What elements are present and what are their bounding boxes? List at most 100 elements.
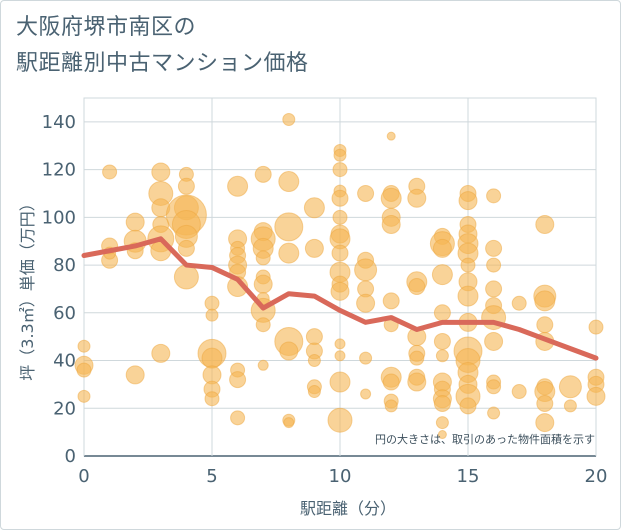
data-bubble bbox=[380, 187, 402, 209]
data-bubble bbox=[435, 349, 449, 363]
x-axis-label: 駅距離（分） bbox=[300, 499, 396, 518]
x-tick-label: 15 bbox=[457, 466, 480, 487]
y-tick-label: 20 bbox=[53, 398, 76, 419]
y-tick-label: 0 bbox=[65, 446, 76, 467]
data-bubble bbox=[511, 295, 527, 311]
x-tick-label: 10 bbox=[329, 466, 352, 487]
data-bubble bbox=[407, 188, 427, 208]
data-bubble bbox=[254, 165, 272, 183]
data-bubble bbox=[386, 131, 396, 141]
data-bubble bbox=[255, 250, 271, 266]
data-bubble bbox=[125, 365, 145, 385]
data-bubble bbox=[177, 239, 195, 257]
data-bubble bbox=[485, 280, 503, 298]
data-bubble bbox=[382, 373, 400, 391]
data-bubble bbox=[433, 304, 451, 322]
data-bubble bbox=[360, 388, 372, 400]
data-bubble bbox=[357, 184, 375, 202]
data-bubble bbox=[230, 410, 246, 426]
y-tick-label: 120 bbox=[42, 160, 76, 181]
data-bubble bbox=[204, 295, 220, 311]
data-bubble bbox=[384, 399, 398, 413]
y-tick-label: 60 bbox=[53, 303, 76, 324]
data-bubble bbox=[255, 317, 271, 333]
data-bubble bbox=[356, 293, 376, 313]
data-bubble bbox=[433, 394, 451, 412]
data-bubble bbox=[431, 264, 453, 286]
y-tick-label: 100 bbox=[42, 207, 76, 228]
data-bubble bbox=[536, 316, 554, 334]
data-bubble bbox=[332, 162, 348, 178]
data-bubble bbox=[381, 214, 401, 234]
data-bubble bbox=[486, 188, 502, 204]
data-bubble bbox=[77, 339, 91, 353]
data-bubble bbox=[305, 328, 323, 346]
data-bubble bbox=[253, 274, 273, 294]
data-bubble bbox=[303, 197, 325, 219]
data-bubble bbox=[274, 212, 304, 242]
x-tick-label: 0 bbox=[78, 466, 89, 487]
x-tick-label: 5 bbox=[206, 466, 217, 487]
data-bubble bbox=[535, 413, 555, 433]
data-bubble bbox=[435, 416, 449, 430]
title-line-2: 駅距離別中古マンション価格 bbox=[16, 51, 309, 76]
data-bubble bbox=[458, 191, 478, 211]
data-bubble bbox=[329, 371, 351, 393]
title-line-1: 大阪府堺市南区の bbox=[16, 15, 197, 40]
data-bubble bbox=[102, 164, 118, 180]
data-bubble bbox=[204, 391, 220, 407]
data-bubble bbox=[205, 308, 219, 322]
bubbles bbox=[74, 112, 606, 440]
data-bubble bbox=[330, 281, 350, 301]
y-tick-label: 40 bbox=[53, 351, 76, 372]
data-bubble bbox=[409, 350, 425, 366]
x-tick-label: 20 bbox=[585, 466, 608, 487]
data-bubble bbox=[457, 285, 479, 307]
data-bubble bbox=[334, 338, 346, 350]
data-bubble bbox=[229, 371, 247, 389]
data-bubble bbox=[151, 162, 171, 182]
data-bubble bbox=[511, 384, 527, 400]
data-bubble bbox=[558, 375, 582, 399]
data-bubble bbox=[304, 238, 324, 258]
data-bubble bbox=[333, 148, 347, 162]
y-axis-label: 坪（3.3㎡）単価（万円） bbox=[18, 195, 37, 380]
data-bubble bbox=[77, 389, 91, 403]
data-bubble bbox=[408, 278, 426, 296]
data-bubble bbox=[433, 332, 451, 350]
data-bubble bbox=[307, 385, 321, 399]
trend-line bbox=[81, 236, 599, 361]
data-bubble bbox=[307, 354, 321, 368]
data-bubble bbox=[486, 379, 502, 395]
data-bubble bbox=[487, 406, 501, 420]
data-bubble bbox=[460, 257, 476, 273]
data-bubble bbox=[151, 343, 171, 363]
data-bubble bbox=[382, 292, 400, 310]
data-bubble bbox=[278, 171, 300, 193]
data-bubble bbox=[563, 399, 577, 413]
trend-line-group bbox=[81, 236, 599, 361]
y-tick-label: 140 bbox=[42, 112, 76, 133]
data-bubble bbox=[437, 430, 447, 440]
data-bubble bbox=[177, 177, 195, 195]
data-bubble bbox=[486, 257, 502, 273]
data-bubble bbox=[586, 386, 606, 406]
data-bubble bbox=[535, 214, 555, 234]
data-bubble bbox=[407, 372, 427, 392]
tick-labels: 0 20 40 60 80 100 120 140 0 5 10 15 20 bbox=[42, 112, 608, 487]
data-bubble bbox=[459, 397, 477, 415]
data-bubble bbox=[173, 264, 199, 290]
data-bubble bbox=[279, 341, 299, 361]
data-bubble bbox=[282, 112, 296, 126]
data-bubble bbox=[201, 347, 223, 369]
data-bubble bbox=[359, 351, 373, 365]
data-bubble bbox=[588, 319, 604, 335]
data-bubble bbox=[331, 189, 349, 207]
data-bubble bbox=[327, 407, 353, 433]
chart-title: 大阪府堺市南区の 駅距離別中古マンション価格 bbox=[16, 10, 309, 82]
data-bubble bbox=[536, 394, 554, 412]
size-note: 円の大きさは、取引のあった物件面積を示す bbox=[375, 432, 595, 446]
data-bubble bbox=[484, 331, 504, 351]
data-bubble bbox=[76, 362, 92, 378]
